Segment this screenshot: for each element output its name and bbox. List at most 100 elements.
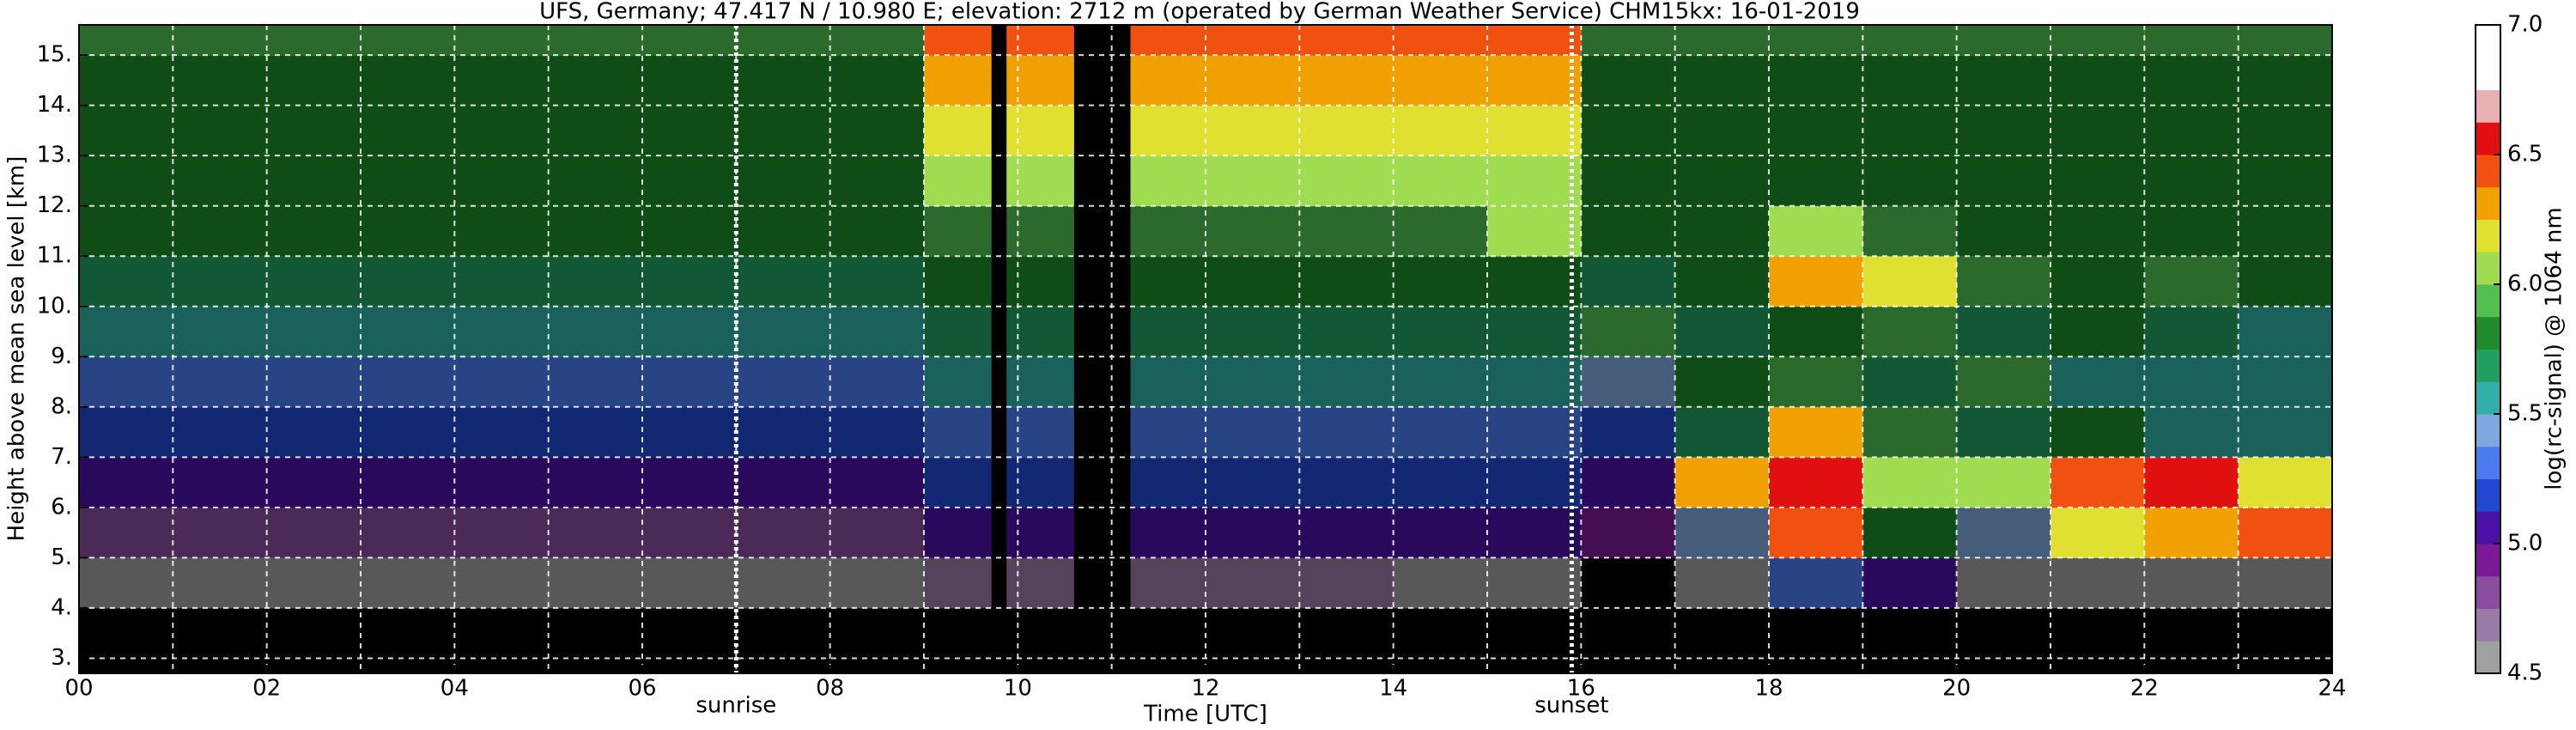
y-tick-label: 6. (51, 494, 72, 520)
heatmap-cell (2050, 607, 2145, 674)
colorbar-segment (2476, 381, 2500, 415)
heatmap-cell (1674, 256, 1770, 307)
heatmap-cell (361, 105, 455, 156)
heatmap-cell (1487, 406, 1582, 458)
heatmap-cell (2050, 25, 2145, 56)
heatmap-cell (1581, 105, 1676, 156)
heatmap-cell (548, 356, 643, 408)
heatmap-cell (2144, 306, 2239, 357)
heatmap-cell (642, 105, 737, 156)
heatmap-cell (1674, 356, 1770, 408)
colorbar-segment (2476, 25, 2500, 58)
heatmap-cell (1956, 105, 2051, 156)
x-tick-label: 24 (2318, 676, 2346, 702)
heatmap-cell (1956, 25, 2051, 56)
heatmap-cell (2144, 557, 2239, 609)
heatmap-cell (829, 356, 925, 408)
x-tick-label: 22 (2130, 676, 2159, 702)
heatmap-cell (1862, 607, 1958, 674)
heatmap-cell (361, 155, 455, 207)
heatmap-cell (642, 55, 737, 106)
heatmap-cell (1299, 306, 1394, 357)
colorbar-tick-label: 5.5 (2507, 401, 2543, 427)
heatmap-cell (1581, 356, 1676, 408)
heatmap-cell (1674, 306, 1770, 357)
colorbar-tick-label: 7.0 (2507, 12, 2543, 38)
heatmap-cell (1674, 55, 1770, 106)
heatmap-cell (1206, 406, 1300, 458)
annotation-label: sunrise (696, 693, 776, 719)
colorbar-frame (2475, 24, 2501, 674)
colorbar-tick-label: 6.0 (2507, 271, 2543, 297)
heatmap-cell (2144, 256, 2239, 307)
heatmap-cell (1206, 607, 1300, 674)
heatmap-cell (266, 457, 361, 508)
heatmap-cell (1487, 105, 1582, 156)
heatmap-cell (1674, 155, 1770, 207)
x-tick-label: 14 (1379, 676, 1407, 702)
heatmap-cell (1393, 306, 1488, 357)
heatmap-cell (2144, 406, 2239, 458)
y-axis-label: Height above mean sea level [km] (4, 156, 30, 542)
heatmap-cell (2144, 105, 2239, 156)
x-tick-label: 00 (64, 676, 93, 702)
heatmap-cell (548, 607, 643, 674)
heatmap-cell (829, 105, 925, 156)
heatmap-cell (2050, 256, 2145, 307)
heatmap-cell (79, 457, 173, 508)
heatmap-cell (2238, 507, 2333, 558)
heatmap-cell (173, 55, 268, 106)
y-tick-label: 15. (37, 42, 72, 68)
heatmap-cell (1299, 557, 1394, 609)
x-tick-label: 10 (1004, 676, 1032, 702)
heatmap-cell (2144, 205, 2239, 257)
heatmap-cell (1769, 356, 1863, 408)
heatmap-cell (1393, 507, 1488, 558)
heatmap-cell (1862, 155, 1958, 207)
heatmap-cell (2144, 356, 2239, 408)
heatmap-cell (1674, 507, 1770, 558)
colorbar-tick-label: 6.5 (2507, 142, 2543, 167)
heatmap-cell (1393, 256, 1488, 307)
heatmap-cell (2238, 256, 2333, 307)
heatmap-cell (1206, 356, 1300, 408)
heatmap-cell (454, 406, 550, 458)
heatmap-cell (642, 356, 737, 408)
heatmap-cell (454, 356, 550, 408)
x-tick-label: 20 (1942, 676, 1971, 702)
heatmap-cell (454, 557, 550, 609)
x-axis-label: Time [UTC] (1143, 702, 1267, 727)
colorbar-segment (2476, 122, 2500, 155)
heatmap-cell (736, 155, 831, 207)
colorbar-segment (2476, 284, 2500, 318)
heatmap-cell (1581, 406, 1676, 458)
heatmap-cell (1769, 205, 1863, 257)
heatmap-cell (79, 256, 173, 307)
heatmap-cell (1393, 155, 1488, 207)
heatmap-cell (1956, 205, 2051, 257)
heatmap-cell (173, 507, 268, 558)
heatmap-cell (1862, 457, 1958, 508)
heatmap-cell (2238, 25, 2333, 56)
heatmap-cell (1674, 557, 1770, 609)
heatmap-cell (829, 155, 925, 207)
heatmap-cell (1674, 105, 1770, 156)
colorbar-segment (2476, 219, 2500, 252)
heatmap-cell (1299, 155, 1394, 207)
heatmap-cell (736, 356, 831, 408)
heatmap-cell (2050, 55, 2145, 106)
heatmap-cell (266, 205, 361, 257)
heatmap-cell (1299, 105, 1394, 156)
heatmap-cell (1487, 507, 1582, 558)
heatmap-cell (829, 557, 925, 609)
heatmap-cell (79, 205, 173, 257)
x-tick-label: 18 (1754, 676, 1783, 702)
heatmap-cell (2050, 557, 2145, 609)
heatmap-cell (1581, 306, 1676, 357)
heatmap-cell (1862, 557, 1958, 609)
colorbar-segment (2476, 316, 2500, 350)
heatmap-cell (1487, 306, 1582, 357)
heatmap-cell (361, 306, 455, 357)
heatmap-cell (1956, 356, 2051, 408)
heatmap-cell (548, 55, 643, 106)
